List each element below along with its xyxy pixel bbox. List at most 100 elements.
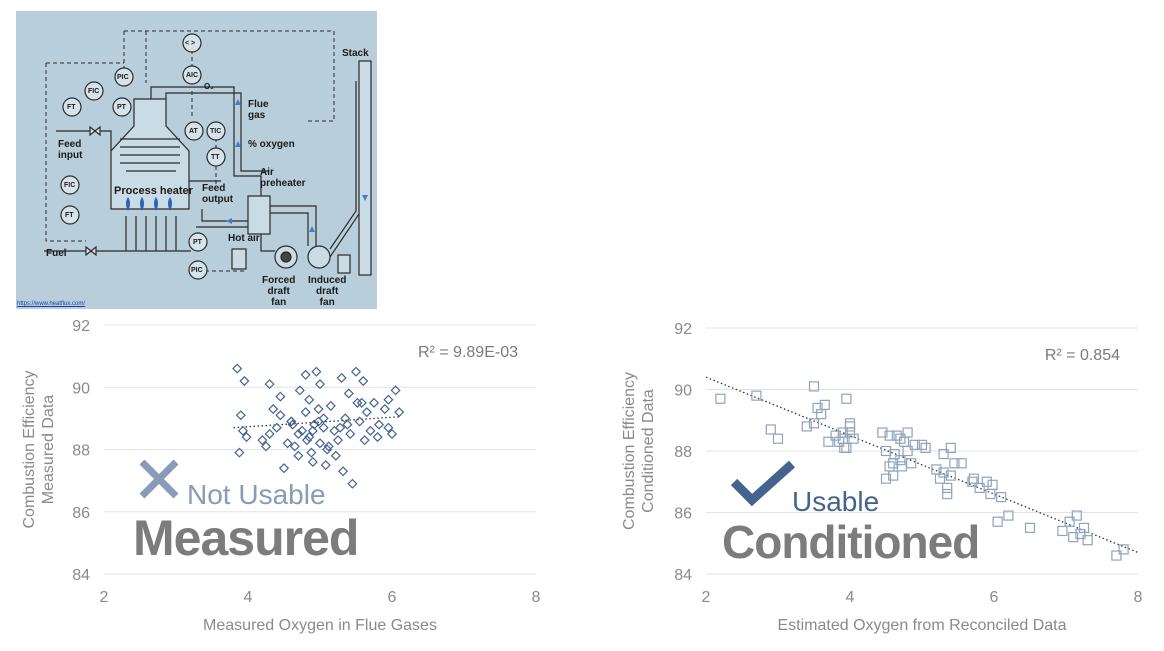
conditioned-data-point (819, 399, 830, 410)
conditioned-data-point (808, 418, 820, 429)
measured-x-tick-label: 2 (100, 589, 109, 606)
conditioned-data-point (902, 427, 913, 438)
conditioned-data-point (909, 439, 920, 450)
diagram-credit-link[interactable]: https://www.heatflux.com/ (17, 301, 86, 307)
label-feed-output: Feed output (202, 183, 234, 205)
conditioned-data-point (981, 476, 992, 487)
title-measured: Measured (133, 510, 359, 566)
measured-data-point (234, 447, 245, 458)
measured-x-tick-label: 8 (532, 589, 541, 606)
conditioned-data-point (942, 488, 953, 500)
measured-data-point (325, 400, 336, 411)
measured-data-point (293, 450, 304, 461)
label-hot-air: Hot air (228, 233, 260, 244)
measured-data-point (300, 369, 311, 380)
measured-data-point (289, 441, 300, 452)
measured-data-point (318, 413, 329, 424)
measured-data-point (379, 403, 390, 415)
measured-data-point (268, 403, 279, 415)
conditioned-y-axis-label-line: Combustion Efficiency (621, 372, 638, 530)
conditioned-data-point (765, 424, 776, 435)
instrument-aic: AIC (186, 72, 199, 79)
measured-data-point (275, 410, 286, 421)
measured-data-point (257, 435, 268, 446)
measured-data-point (335, 422, 346, 433)
measured-y-axis-label: Combustion Efficiency Measured Data (21, 371, 57, 529)
measured-data-point (264, 428, 275, 439)
conditioned-x-axis-label: Estimated Oxygen from Reconciled Data (777, 617, 1066, 634)
measured-data-point (235, 410, 246, 421)
conditioned-data-point (956, 458, 967, 469)
conditioned-data-point (968, 473, 979, 484)
measured-x-tick-label: 6 (388, 589, 397, 606)
conditioned-data-point (1078, 522, 1090, 533)
conditioned-data-point (938, 467, 949, 478)
conditioned-x-tick-label: 6 (990, 589, 999, 606)
process-heater-diagram: Stack Flue gas % oxygen Feed input Proce… (16, 11, 377, 309)
measured-data-point (282, 438, 293, 449)
measured-y-tick-label: 88 (72, 443, 90, 460)
conditioned-data-point (945, 442, 956, 454)
instrument-ft-top: FT (67, 104, 76, 111)
measured-data-point (356, 397, 367, 408)
measured-data-point (343, 388, 354, 399)
conditioned-data-point (1111, 550, 1122, 561)
conditioned-data-point (816, 408, 827, 420)
measured-data-point (350, 366, 362, 377)
conditioned-data-point (772, 433, 784, 444)
measured-data-point (329, 425, 340, 436)
measured-data-point (232, 363, 243, 374)
conditioned-data-point (942, 482, 953, 493)
conditioned-x-tick-label: 2 (702, 589, 711, 606)
instrument-pic-top: PIC (117, 74, 129, 81)
conditioned-data-point (985, 488, 996, 500)
label-stack: Stack (342, 48, 369, 59)
measured-data-point (383, 394, 394, 405)
measured-x-tick-label: 4 (244, 589, 253, 606)
conditioned-data-point (967, 476, 978, 487)
label-process-heater: Process heater (114, 185, 193, 197)
measured-y-tick-label: 84 (72, 567, 90, 584)
conditioned-data-point (920, 442, 931, 454)
diagram-drawing (44, 30, 372, 280)
measured-data-point (271, 422, 282, 433)
measured-chart-svg: 84 86 88 90 92 2 4 6 8 Measured Oxygen in Flue Ga… (21, 318, 541, 634)
measured-x-axis-label: Measured Oxygen in Flue Gases (203, 617, 437, 634)
conditioned-data-point (945, 470, 956, 481)
conditioned-data-point (1003, 510, 1014, 521)
measured-y-tick-label: 86 (72, 505, 90, 522)
instrument-at: AT (189, 128, 198, 135)
conditioned-chart-svg: 84 86 88 90 92 2 4 6 8 Estimated Oxygen from Reco… (621, 321, 1143, 634)
measured-y-axis-label-line: Measured Data (40, 395, 57, 504)
conditioned-data-point (1118, 544, 1129, 555)
conditioned-data-point (1082, 535, 1093, 546)
instrument-fic-bottom: FIC (64, 182, 76, 189)
measured-data-point (264, 379, 275, 390)
measured-data-point (345, 428, 356, 439)
conditioned-x-tick-label: 8 (1134, 589, 1143, 606)
conditioned-data-point (1075, 528, 1086, 540)
conditioned-data-point (1024, 522, 1036, 533)
measured-data-point (313, 403, 324, 415)
measured-data-point (314, 438, 326, 449)
conditioned-data-point (715, 393, 726, 404)
conditioned-data-point (895, 455, 906, 466)
measured-data-point (307, 425, 318, 436)
conditioned-data-point (812, 402, 823, 414)
conditioned-x-tick-label: 4 (846, 589, 855, 606)
measured-data-point (293, 428, 304, 439)
conditioned-data-point (974, 482, 985, 493)
conditioned-data-point (987, 479, 998, 490)
measured-data-point (237, 425, 249, 436)
measured-data-point (301, 435, 313, 446)
measured-data-point (318, 422, 329, 433)
conditioned-data-point (996, 492, 1007, 503)
conditioned-data-point (848, 433, 859, 444)
conditioned-y-tick-label: 84 (674, 567, 692, 584)
conditioned-data-point (844, 418, 856, 429)
measured-data-point (323, 441, 334, 452)
conditioned-data-point (884, 430, 895, 441)
conditioned-data-point (1057, 525, 1068, 537)
instrument-pt-top: PT (117, 104, 126, 111)
measured-y-tick-label: 92 (72, 318, 90, 335)
